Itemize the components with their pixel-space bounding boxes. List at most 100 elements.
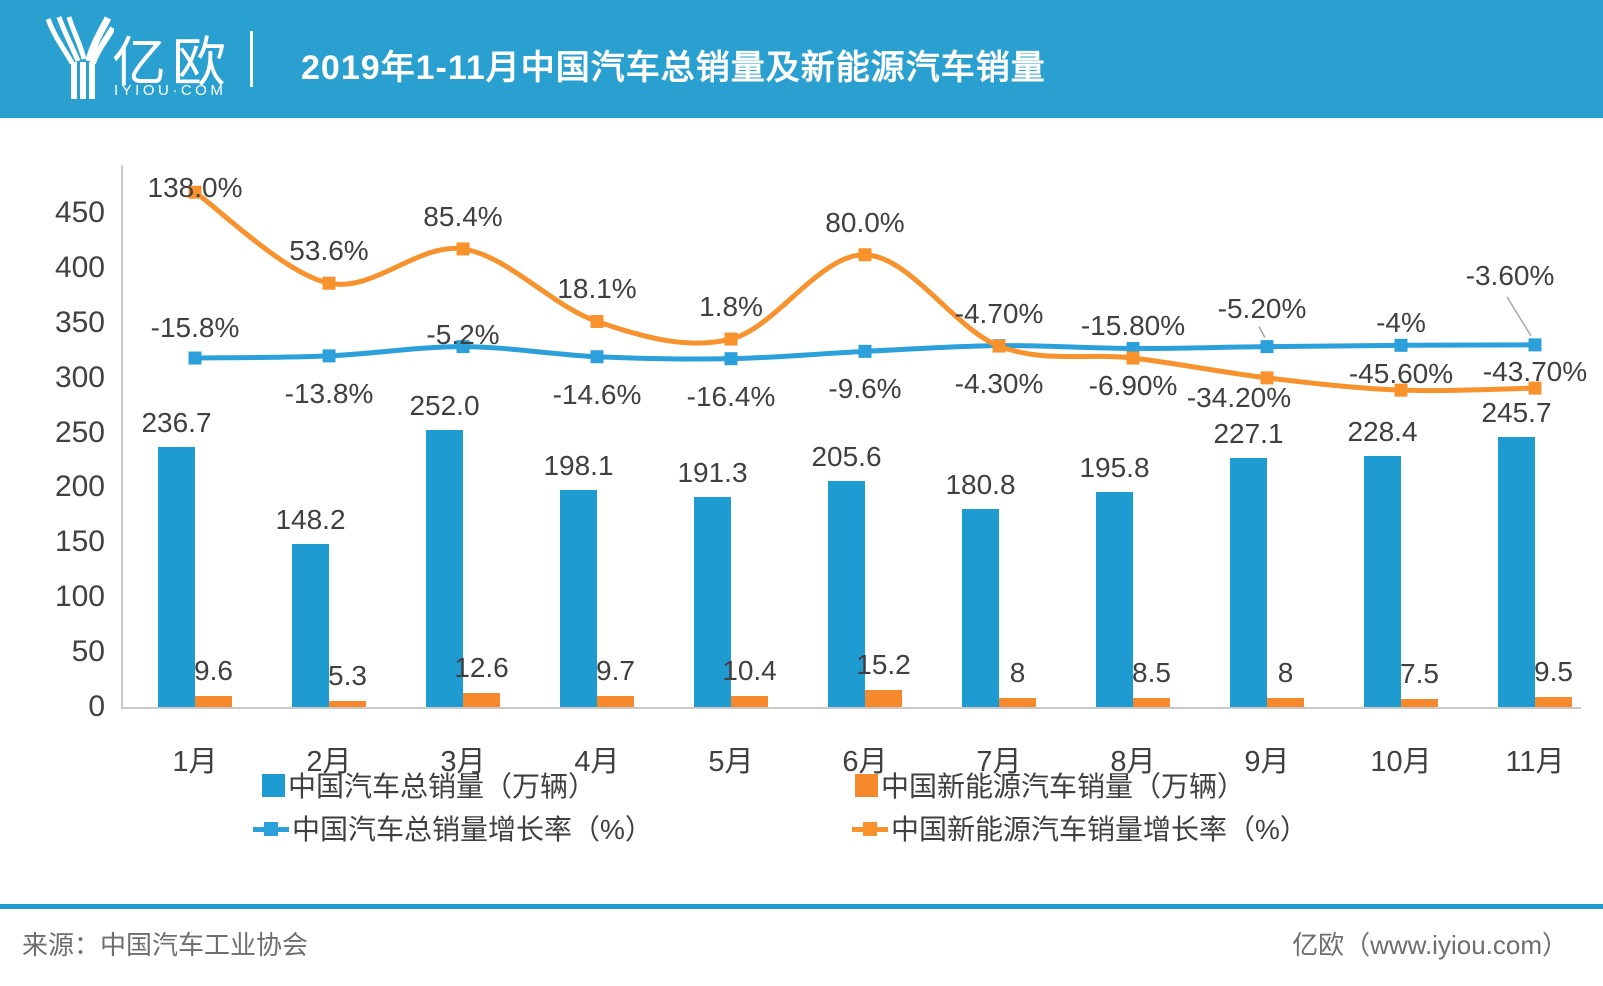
header-banner: 亿欧 IYIOU·COM 2019年1-11月中国汽车总销量及新能源汽车销量 [0,0,1603,118]
y-axis-line [121,165,123,709]
total-sales-bar [426,430,463,707]
logo-text: 亿欧 [112,33,232,93]
x-axis-label: 6月 [842,746,888,778]
y-tick-label: 250 [54,415,105,449]
total-growth-line [194,342,1536,362]
legend-swatch-orange-line [852,817,888,840]
total-sales-bar [158,447,195,707]
legend-item-total-growth: 中国汽车总销量增长率（%） [253,813,653,845]
y-tick-label: 450 [54,196,105,229]
total-sales-value-label: 180.8 [945,468,1016,500]
source-text: 来源：中国汽车工业协会 [22,930,309,960]
total-sales-bar [1364,456,1401,707]
total-growth-marker [992,339,1006,353]
x-axis-label: 3月 [440,746,486,778]
legend-swatch-orange-square [855,773,878,797]
nev-sales-bar [1535,696,1572,707]
nev-sales-value-label: 10.4 [722,654,777,686]
total-sales-value-label: 195.8 [1079,452,1150,484]
nev-sales-value-label: 9.7 [596,655,635,687]
nev-sales-bar [999,698,1036,707]
x-axis-label: 4月 [574,746,620,778]
total-growth-marker [1528,338,1542,352]
total-growth-value-label: -14.6% [552,378,642,410]
total-growth-value-label: -6.90% [1088,370,1178,402]
nev-sales-bar [195,696,232,707]
nev-growth-value-label: -45.60% [1348,358,1454,390]
total-growth-marker [1394,338,1408,352]
total-growth-marker [188,351,202,365]
x-axis-label: 7月 [976,746,1022,778]
nev-sales-value-label: 8 [1277,657,1294,689]
nev-growth-value-label: -43.70% [1482,356,1588,388]
total-growth-value-label: -9.6% [828,373,902,405]
logo-subtext: IYIOU·COM [114,82,227,99]
legend-item-total-sales: 中国汽车总销量（万辆） [262,770,596,802]
nev-sales-value-label: 7.5 [1400,657,1439,689]
nev-sales-value-label: 15.2 [856,649,911,681]
total-sales-value-label: 148.2 [275,504,346,536]
nev-sales-value-label: 12.6 [454,652,509,684]
x-axis-label: 8月 [1110,746,1156,778]
total-growth-marker [590,350,604,364]
nev-growth-marker [456,242,470,256]
nev-sales-value-label: 8 [1009,657,1026,689]
total-sales-bar [1096,492,1133,707]
y-tick-label: 300 [54,360,105,394]
total-sales-bar [694,496,731,707]
nev-sales-value-label: 9.5 [1534,655,1573,687]
chart-title: 2019年1-11月中国汽车总销量及新能源汽车销量 [301,49,1046,87]
y-tick-label: 100 [54,580,105,614]
brand-text: 亿欧（www.iyiou.com） [1292,930,1568,960]
total-sales-value-label: 205.6 [811,441,882,473]
total-growth-value-label: -5.2% [426,318,500,350]
total-sales-bar [292,544,329,707]
total-sales-bar [962,508,999,707]
legend-swatch-blue-square [262,773,285,797]
label-leader-line [1506,296,1532,337]
total-growth-value-label: -13.8% [284,377,374,409]
nev-growth-value-label: -4.70% [954,298,1044,330]
x-axis-label: 9月 [1244,746,1290,778]
x-axis-label: 10月 [1370,746,1432,778]
nev-growth-marker [858,248,872,262]
nev-growth-value-label: -15.80% [1080,310,1186,342]
nev-sales-bar [865,690,902,707]
total-growth-marker [322,349,336,363]
total-growth-marker [1126,341,1140,355]
x-axis-line [121,707,1581,709]
total-sales-value-label: 227.1 [1213,417,1284,449]
total-growth-value-label: -4% [1376,307,1426,339]
total-sales-value-label: 252.0 [409,390,480,422]
nev-growth-value-label: 85.4% [423,200,503,232]
nev-growth-marker [322,276,336,290]
legend-item-nev-sales: 中国新能源汽车销量（万辆） [855,770,1245,802]
nev-growth-marker [590,314,604,328]
legend-label: 中国汽车总销量（万辆） [288,771,597,802]
total-growth-value-label: -5.20% [1217,292,1307,324]
total-sales-value-label: 191.3 [677,456,748,488]
total-growth-marker [858,344,872,358]
footer-divider [0,904,1603,909]
y-tick-label: 50 [71,635,105,669]
total-sales-value-label: 245.7 [1481,397,1552,429]
x-axis-label: 2月 [306,746,352,778]
legend-swatch-blue-line [253,817,289,840]
header-divider [250,31,253,87]
total-sales-bar [828,481,865,707]
total-sales-bar [1230,457,1267,707]
total-growth-value-label: -3.60% [1465,259,1555,291]
nev-sales-bar [597,696,634,707]
nev-sales-value-label: 9.6 [194,655,233,687]
y-tick-label: 200 [54,470,105,504]
label-leader-line [1258,326,1266,338]
nev-sales-value-label: 5.3 [328,660,367,692]
nev-growth-marker [724,332,738,346]
total-sales-value-label: 228.4 [1347,416,1418,448]
y-tick-label: 0 [88,690,105,723]
x-axis-label: 11月 [1505,746,1565,778]
iyiou-logo-icon [45,16,114,99]
total-growth-marker [1260,340,1274,354]
